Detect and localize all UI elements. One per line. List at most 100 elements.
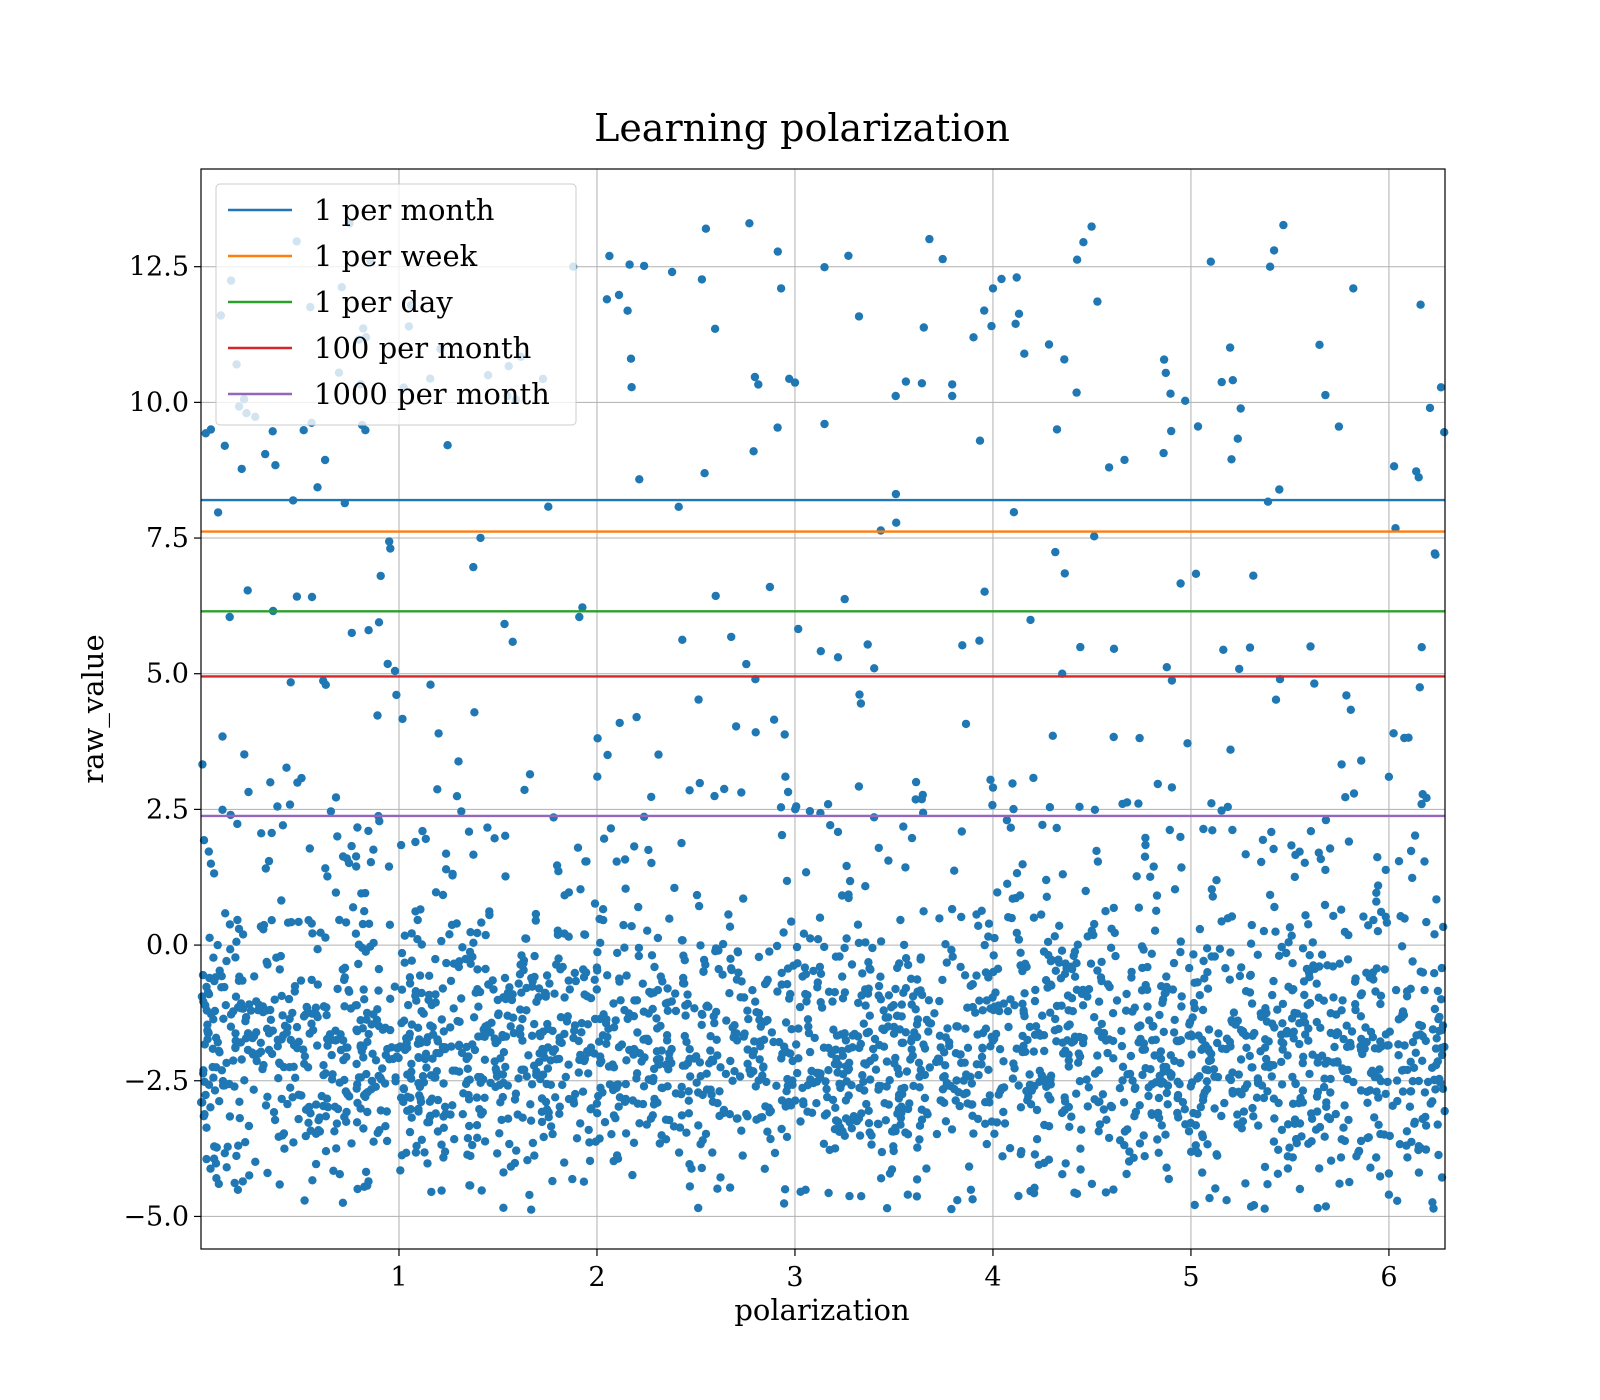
scatter-point (205, 933, 214, 942)
scatter-point (580, 990, 589, 999)
scatter-point (848, 1043, 857, 1052)
scatter-point (1095, 1120, 1105, 1129)
scatter-point (620, 1097, 630, 1107)
scatter-point (1019, 1006, 1028, 1015)
scatter-point (1159, 1067, 1168, 1076)
scatter-point (692, 1052, 701, 1061)
scatter-point (730, 1067, 739, 1076)
scatter-point (1248, 1063, 1257, 1072)
scatter-point (1189, 950, 1198, 959)
scatter-point (975, 436, 985, 445)
scatter-point (1247, 999, 1257, 1008)
scatter-point (1159, 448, 1168, 458)
scatter-point (1139, 1131, 1148, 1140)
scatter-point (924, 996, 934, 1005)
scatter-point (199, 836, 209, 845)
scatter-point (308, 929, 317, 938)
scatter-point (469, 1013, 479, 1022)
scatter-point (454, 757, 463, 766)
scatter-point (1210, 1104, 1219, 1113)
scatter-point (1177, 1002, 1186, 1011)
scatter-point (1402, 1141, 1411, 1150)
scatter-point (390, 982, 399, 991)
scatter-point (1075, 1032, 1084, 1042)
scatter-point (956, 962, 965, 972)
scatter-point (621, 1129, 631, 1138)
scatter-point (546, 1122, 556, 1131)
scatter-point (463, 1064, 472, 1074)
scatter-point (750, 372, 760, 382)
scatter-point (841, 1036, 851, 1045)
scatter-point (644, 1075, 653, 1084)
scatter-point (423, 1118, 432, 1127)
scatter-point (966, 1185, 976, 1195)
scatter-point (791, 1096, 800, 1105)
scatter-point (544, 1108, 553, 1117)
scatter-point (1003, 1007, 1013, 1016)
scatter-point (906, 974, 916, 983)
scatter-point (1151, 1035, 1161, 1045)
scatter-point (438, 890, 448, 900)
scatter-point (593, 734, 602, 743)
scatter-point (586, 1043, 596, 1052)
scatter-point (204, 1080, 214, 1090)
scatter-point (407, 1074, 416, 1083)
scatter-point (634, 943, 644, 953)
scatter-point (209, 1015, 218, 1024)
scatter-point (340, 973, 349, 982)
scatter-point (1236, 1055, 1246, 1064)
scatter-point (845, 1191, 854, 1201)
scatter-point (947, 1204, 956, 1214)
scatter-point (856, 699, 866, 708)
scatter-point (1320, 900, 1330, 910)
scatter-point (786, 989, 795, 999)
scatter-point (1366, 1163, 1375, 1172)
scatter-point (1408, 957, 1417, 966)
scatter-point (543, 1064, 553, 1073)
scatter-point (1312, 979, 1321, 988)
scatter-point (1389, 462, 1399, 471)
scatter-point (522, 1072, 531, 1081)
scatter-point (1185, 963, 1194, 973)
scatter-point (959, 1090, 969, 1099)
scatter-point (835, 952, 844, 961)
scatter-point (824, 987, 834, 996)
scatter-point (634, 951, 643, 961)
scatter-point (854, 782, 864, 791)
scatter-point (845, 1058, 854, 1068)
scatter-point (1372, 1087, 1381, 1096)
x-tick-label: 2 (588, 1262, 605, 1293)
scatter-point (1356, 1136, 1366, 1146)
scatter-point (525, 1190, 534, 1200)
scatter-point (411, 1148, 421, 1157)
scatter-point (1372, 888, 1381, 897)
scatter-point (1038, 820, 1047, 830)
scatter-point (568, 1174, 577, 1184)
scatter-point (1316, 854, 1326, 864)
scatter-point (612, 1151, 622, 1160)
scatter-point (621, 1079, 630, 1089)
scatter-point (1032, 1135, 1042, 1144)
scatter-point (776, 803, 786, 812)
scatter-point (570, 1026, 579, 1035)
scatter-point (321, 680, 330, 689)
scatter-point (352, 862, 361, 871)
scatter-point (313, 1041, 322, 1050)
scatter-point (1030, 1183, 1039, 1193)
scatter-point (1083, 992, 1092, 1001)
scatter-point (804, 1028, 814, 1038)
scatter-point (1263, 497, 1273, 506)
scatter-point (632, 712, 641, 722)
scatter-point (235, 1097, 244, 1107)
scatter-point (648, 1111, 657, 1120)
scatter-point (1073, 940, 1083, 949)
scatter-point (862, 1099, 871, 1109)
scatter-point (514, 1074, 523, 1083)
scatter-point (1154, 1148, 1163, 1158)
scatter-point (960, 971, 970, 980)
scatter-point (685, 1160, 694, 1169)
scatter-point (1044, 1091, 1053, 1100)
scatter-point (1295, 1184, 1305, 1194)
scatter-point (1092, 846, 1101, 856)
scatter-point (571, 1089, 580, 1099)
